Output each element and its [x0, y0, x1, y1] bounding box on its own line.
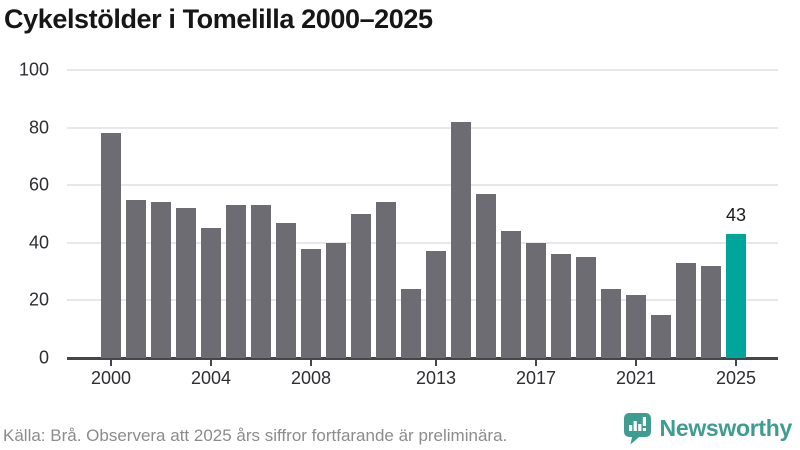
- x-tick-2008: [310, 360, 312, 366]
- bar-2012: [401, 288, 421, 358]
- y-tick-label-80: 80: [28, 117, 49, 138]
- bar-2014: [451, 121, 471, 358]
- bar-2005: [226, 205, 246, 358]
- bar-2017: [526, 242, 546, 358]
- y-axis: 0 20 40 60 80 100: [0, 60, 58, 368]
- bar-2024: [701, 265, 721, 358]
- bar-2022: [651, 314, 671, 358]
- x-tick-2004: [210, 360, 212, 366]
- bar-2002: [151, 202, 171, 358]
- bar-2023: [676, 262, 696, 358]
- bar-chart-speech-bubble-icon: [622, 411, 653, 445]
- x-tick-label-2008: 2008: [290, 368, 332, 388]
- bar-2025: [726, 234, 746, 358]
- gridline-40: [67, 241, 778, 244]
- bar-2009: [326, 242, 346, 358]
- bar-2015: [476, 193, 496, 358]
- bar-2007: [276, 222, 296, 358]
- x-tick-2000: [110, 360, 112, 366]
- bar-2018: [551, 254, 571, 358]
- y-tick-label-20: 20: [28, 289, 49, 310]
- x-tick-2021: [635, 360, 637, 366]
- gridline-60: [67, 184, 778, 187]
- gridline-20: [67, 299, 778, 302]
- plot-area: 2000 2004 2008 2013 2017 2021 2025 43: [67, 69, 778, 388]
- x-tick-label-2004: 2004: [190, 368, 232, 388]
- gridline-80: [67, 126, 778, 129]
- newsworthy-logo[interactable]: Newsworthy: [622, 411, 792, 445]
- bar-2008: [301, 248, 321, 358]
- bar-2020: [601, 288, 621, 358]
- bar-2010: [351, 214, 371, 358]
- y-tick-label-100: 100: [18, 59, 49, 80]
- bar-value-label: 43: [725, 205, 747, 226]
- x-tick-label-2025: 2025: [715, 368, 757, 388]
- y-tick-label-0: 0: [38, 347, 49, 368]
- chart-title: Cykelstölder i Tomelilla 2000–2025: [4, 4, 433, 34]
- x-tick-label-2013: 2013: [415, 368, 457, 388]
- bar-2001: [126, 199, 146, 358]
- bar-2016: [501, 231, 521, 358]
- x-tick-2013: [435, 360, 437, 366]
- bar-2011: [376, 202, 396, 358]
- bar-2019: [576, 257, 596, 358]
- y-tick-label-40: 40: [28, 232, 49, 253]
- x-tick-label-2000: 2000: [90, 368, 132, 388]
- bar-2021: [626, 294, 646, 358]
- bar-2004: [201, 228, 221, 358]
- y-tick-label-60: 60: [28, 174, 49, 195]
- gridline-100: [67, 69, 778, 71]
- x-tick-label-2021: 2021: [615, 368, 657, 388]
- x-tick-label-2017: 2017: [515, 368, 557, 388]
- bar-2003: [176, 208, 196, 358]
- x-tick-2017: [535, 360, 537, 366]
- bar-2000: [101, 133, 121, 358]
- brand-name: Newsworthy: [659, 414, 793, 441]
- bar-2006: [251, 205, 271, 358]
- x-axis-line: [67, 357, 778, 360]
- x-tick-2025: [735, 360, 737, 366]
- source-note: Källa: Brå. Observera att 2025 års siffr…: [3, 426, 508, 445]
- bar-2013: [426, 251, 446, 358]
